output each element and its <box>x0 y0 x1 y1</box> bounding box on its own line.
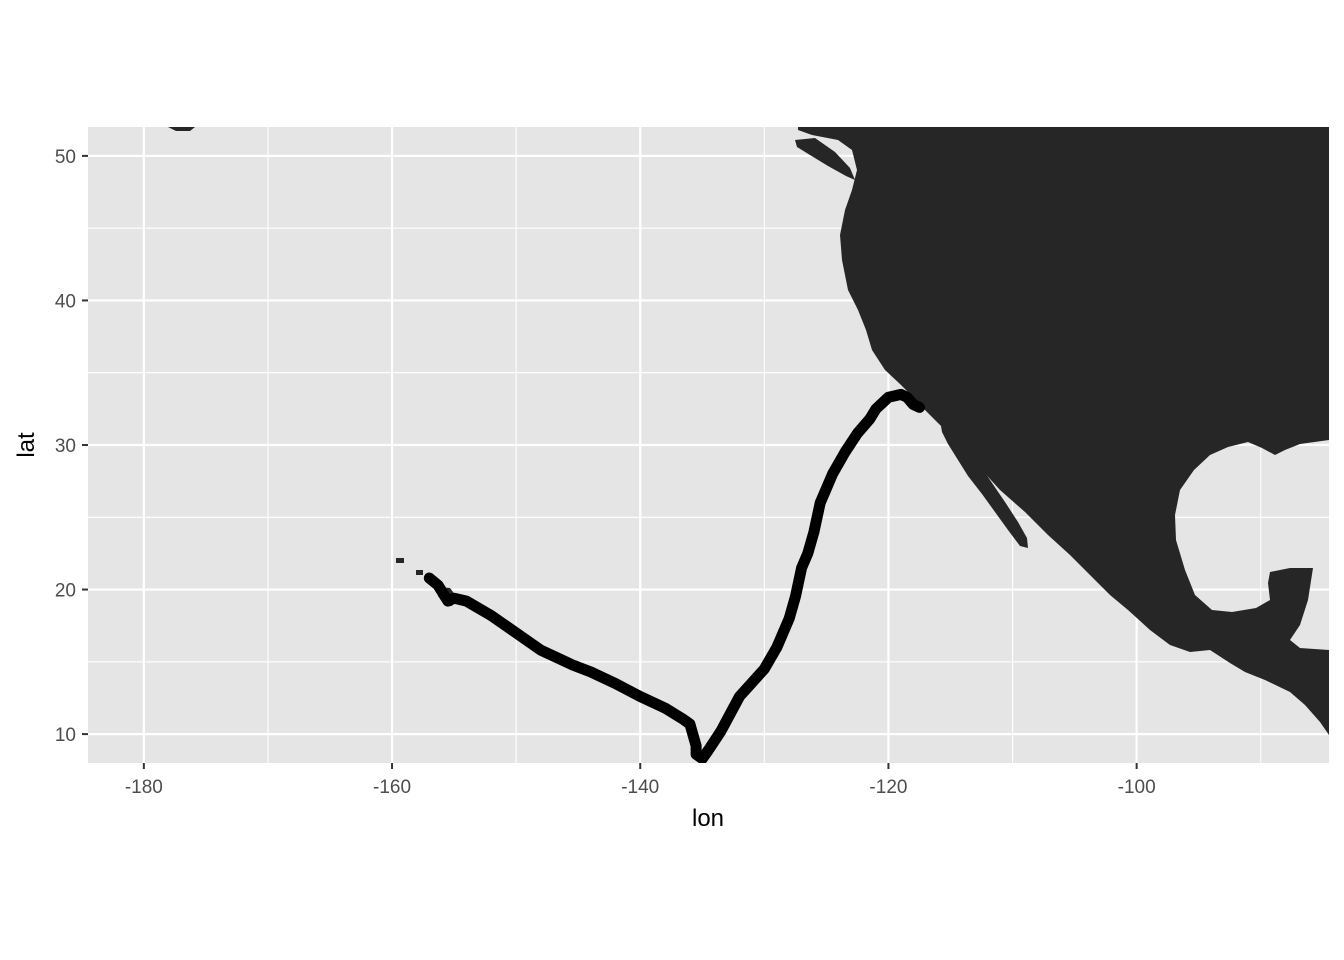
y-axis-title: lat <box>13 432 40 458</box>
y-tick-label: 30 <box>55 436 76 457</box>
track-line <box>423 388 925 763</box>
x-axis: -180 -160 -140 -120 -100 <box>125 763 1156 798</box>
x-tick-label: -160 <box>373 777 411 798</box>
x-tick-label: -100 <box>1118 777 1156 798</box>
baja-california-land <box>940 418 1028 548</box>
land-layer <box>168 127 1329 735</box>
y-tick-label: 10 <box>55 725 76 746</box>
hawaii-oahu-land <box>416 570 423 575</box>
y-tick-label: 40 <box>55 291 76 312</box>
y-tick-label: 20 <box>55 581 76 602</box>
track-layer <box>423 388 925 763</box>
y-tick-label: 50 <box>55 147 76 168</box>
y-axis: 10 20 30 40 50 <box>55 147 88 746</box>
x-axis-title: lon <box>692 805 724 832</box>
vancouver-island-land <box>795 138 855 180</box>
north-america-land <box>798 127 1329 735</box>
x-tick-label: -140 <box>621 777 659 798</box>
x-tick-label: -180 <box>125 777 163 798</box>
aleutian-fragment-land <box>168 127 195 131</box>
x-tick-label: -120 <box>869 777 907 798</box>
hawaii-kauai-land <box>396 558 404 563</box>
